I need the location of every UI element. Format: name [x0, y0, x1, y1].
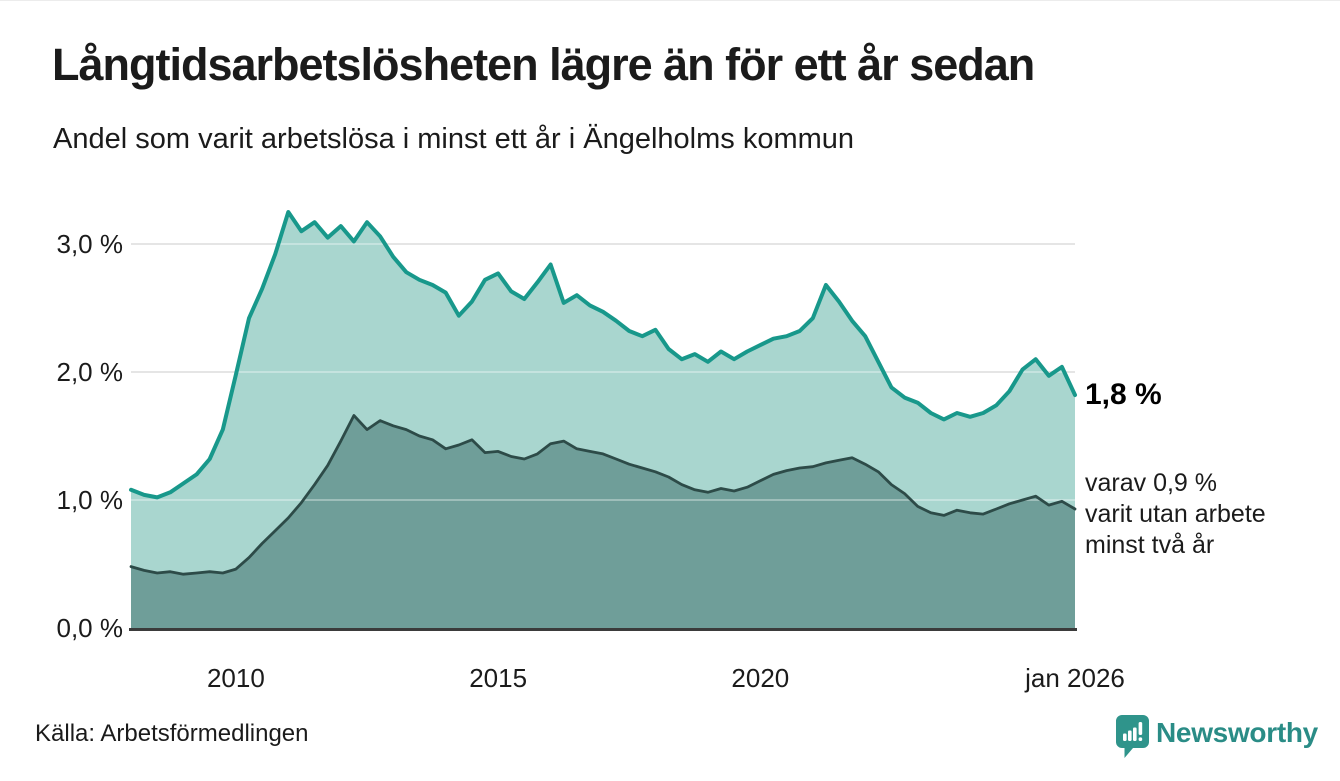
x-tick-label: jan 2026 — [1025, 663, 1125, 693]
total-unemployed-line — [129, 210, 1077, 500]
y-tick-label: 1,0 % — [56, 485, 124, 515]
exclamation-stem — [1138, 722, 1143, 735]
latest-value-annotation: 1,8 % — [1085, 378, 1162, 411]
y-tick-label: 3,0 % — [56, 229, 124, 259]
chart-subtitle: Andel som varit arbetslösa i minst ett å… — [53, 123, 855, 155]
x-tick-label: 2015 — [469, 663, 528, 693]
two-year-annotation: varav 0,9 % varit utan arbete minst två … — [1085, 469, 1266, 559]
bar-1 — [1123, 733, 1127, 741]
bubble-shape — [1116, 715, 1149, 758]
newsworthy-wordmark: Newsworthy — [1156, 717, 1318, 748]
exclamation-dot — [1138, 737, 1143, 741]
x-tick-label: 2010 — [206, 663, 265, 693]
x-tick-label: 2020 — [731, 663, 790, 693]
y-tick-label: 2,0 % — [56, 357, 124, 387]
bar-3 — [1133, 727, 1137, 741]
chart-title: Långtidsarbetslösheten lägre än för ett … — [52, 39, 1035, 90]
gridlines-over — [131, 243, 1075, 501]
two-year-unemployed-area — [131, 415, 1075, 628]
two-year-unemployed-line — [129, 414, 1077, 576]
newsworthy-logo: Newsworthy — [1116, 713, 1331, 761]
bar-2 — [1128, 730, 1132, 741]
y-tick-label: 0,0 % — [56, 613, 124, 643]
source-attribution: Källa: Arbetsförmedlingen — [35, 720, 309, 747]
newsworthy-speech-bubble-icon — [1116, 715, 1149, 758]
